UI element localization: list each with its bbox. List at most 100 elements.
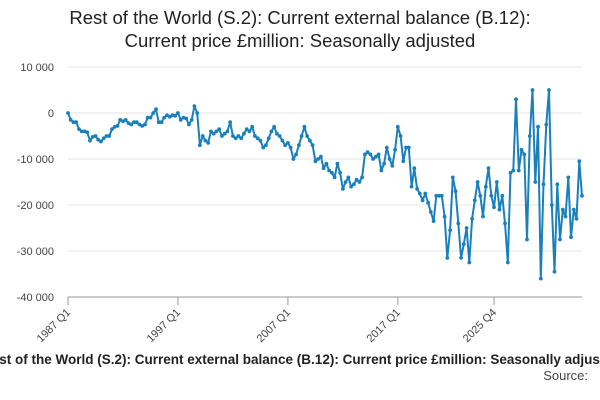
data-point[interactable] — [571, 207, 576, 212]
data-point[interactable] — [74, 120, 79, 125]
data-point[interactable] — [79, 129, 84, 134]
data-point[interactable] — [332, 175, 337, 180]
data-point[interactable] — [450, 175, 455, 180]
data-point[interactable] — [99, 139, 103, 144]
data-point[interactable] — [206, 141, 211, 145]
data-point[interactable] — [187, 122, 191, 127]
data-point[interactable] — [395, 124, 400, 129]
data-point[interactable] — [327, 168, 331, 173]
data-point[interactable] — [357, 180, 362, 184]
data-point[interactable] — [360, 175, 364, 180]
data-point[interactable] — [470, 216, 474, 221]
data-point[interactable] — [544, 122, 549, 127]
data-point[interactable] — [93, 134, 98, 138]
data-point[interactable] — [192, 104, 197, 108]
data-point[interactable] — [481, 214, 485, 219]
data-point[interactable] — [475, 180, 480, 184]
data-point[interactable] — [313, 159, 318, 164]
data-point[interactable] — [198, 143, 202, 148]
data-point[interactable] — [162, 115, 167, 120]
data-point[interactable] — [522, 152, 527, 157]
data-point[interactable] — [228, 120, 233, 125]
data-point[interactable] — [374, 154, 378, 159]
data-point[interactable] — [563, 214, 568, 219]
data-point[interactable] — [319, 154, 323, 159]
data-point[interactable] — [222, 131, 227, 136]
data-point[interactable] — [566, 175, 571, 180]
data-point[interactable] — [140, 124, 145, 128]
data-point[interactable] — [335, 161, 340, 166]
data-point[interactable] — [294, 152, 298, 157]
data-point[interactable] — [118, 118, 123, 122]
data-point[interactable] — [195, 111, 200, 115]
data-point[interactable] — [264, 143, 268, 148]
data-point[interactable] — [159, 120, 164, 125]
data-point[interactable] — [467, 260, 472, 265]
data-point[interactable] — [409, 184, 414, 189]
data-point[interactable] — [533, 180, 538, 184]
data-point[interactable] — [461, 242, 466, 247]
data-point[interactable] — [214, 129, 219, 134]
data-point[interactable] — [231, 134, 235, 138]
data-point[interactable] — [233, 136, 238, 141]
data-point[interactable] — [423, 191, 428, 196]
data-point[interactable] — [247, 129, 252, 134]
data-point[interactable] — [393, 147, 397, 152]
data-point[interactable] — [68, 118, 73, 122]
data-point[interactable] — [239, 136, 244, 141]
data-point[interactable] — [483, 184, 488, 189]
data-point[interactable] — [316, 157, 320, 161]
data-point[interactable] — [156, 120, 161, 125]
data-point[interactable] — [415, 187, 419, 191]
data-point[interactable] — [456, 221, 461, 226]
data-point[interactable] — [343, 180, 348, 184]
data-point[interactable] — [404, 145, 408, 150]
data-point[interactable] — [71, 120, 76, 125]
data-point[interactable] — [66, 111, 70, 115]
data-point[interactable] — [280, 138, 285, 143]
data-point[interactable] — [104, 134, 109, 138]
data-point[interactable] — [297, 143, 301, 148]
data-point[interactable] — [244, 127, 249, 131]
data-point[interactable] — [200, 134, 205, 138]
data-point[interactable] — [129, 122, 134, 127]
data-point[interactable] — [406, 145, 411, 150]
data-point[interactable] — [442, 214, 447, 219]
data-point[interactable] — [511, 168, 516, 173]
data-point[interactable] — [412, 166, 417, 171]
data-point[interactable] — [143, 122, 147, 127]
data-point[interactable] — [170, 113, 175, 118]
data-point[interactable] — [341, 187, 345, 191]
data-point[interactable] — [217, 127, 222, 131]
data-point[interactable] — [123, 118, 128, 122]
data-point[interactable] — [492, 205, 496, 210]
data-point[interactable] — [431, 219, 436, 224]
data-point[interactable] — [176, 111, 180, 115]
data-point[interactable] — [445, 256, 450, 260]
data-point[interactable] — [115, 124, 120, 128]
data-point[interactable] — [472, 198, 477, 203]
data-point[interactable] — [459, 256, 463, 260]
data-point[interactable] — [382, 161, 386, 166]
data-point[interactable] — [580, 193, 584, 198]
data-point[interactable] — [321, 166, 326, 171]
data-point[interactable] — [107, 134, 112, 138]
data-point[interactable] — [211, 131, 216, 136]
data-point[interactable] — [258, 138, 263, 143]
data-point[interactable] — [489, 193, 494, 198]
data-point[interactable] — [299, 134, 304, 138]
data-point[interactable] — [346, 175, 351, 180]
data-point[interactable] — [145, 115, 150, 120]
data-point[interactable] — [305, 134, 309, 138]
data-point[interactable] — [486, 166, 491, 171]
data-point[interactable] — [549, 203, 554, 207]
data-point[interactable] — [536, 124, 540, 129]
data-point[interactable] — [497, 207, 502, 212]
data-point[interactable] — [286, 141, 290, 145]
data-point[interactable] — [85, 130, 90, 135]
data-point[interactable] — [453, 189, 458, 194]
data-point[interactable] — [387, 157, 392, 161]
data-point[interactable] — [96, 137, 101, 142]
data-point[interactable] — [148, 115, 153, 120]
data-point[interactable] — [225, 129, 230, 134]
